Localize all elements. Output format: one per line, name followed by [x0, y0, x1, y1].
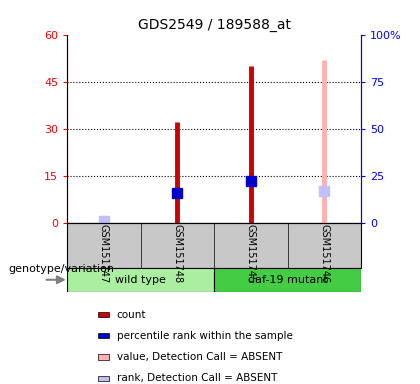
Bar: [98, 354, 110, 359]
Text: GSM151747: GSM151747: [99, 224, 109, 283]
Bar: [98, 312, 110, 317]
Text: percentile rank within the sample: percentile rank within the sample: [117, 331, 293, 341]
Text: value, Detection Call = ABSENT: value, Detection Call = ABSENT: [117, 352, 282, 362]
Text: rank, Detection Call = ABSENT: rank, Detection Call = ABSENT: [117, 373, 277, 383]
Text: GSM151746: GSM151746: [320, 224, 329, 283]
Bar: [67, 223, 361, 268]
Bar: [214, 268, 361, 292]
Text: daf-19 mutant: daf-19 mutant: [248, 275, 328, 285]
Bar: [67, 268, 214, 292]
Text: count: count: [117, 310, 146, 320]
Text: genotype/variation: genotype/variation: [8, 264, 114, 274]
Bar: [98, 376, 110, 381]
Title: GDS2549 / 189588_at: GDS2549 / 189588_at: [138, 18, 291, 32]
Text: GSM151748: GSM151748: [173, 224, 182, 283]
Text: GSM151745: GSM151745: [246, 224, 256, 283]
Bar: [98, 333, 110, 338]
Text: wild type: wild type: [115, 275, 166, 285]
